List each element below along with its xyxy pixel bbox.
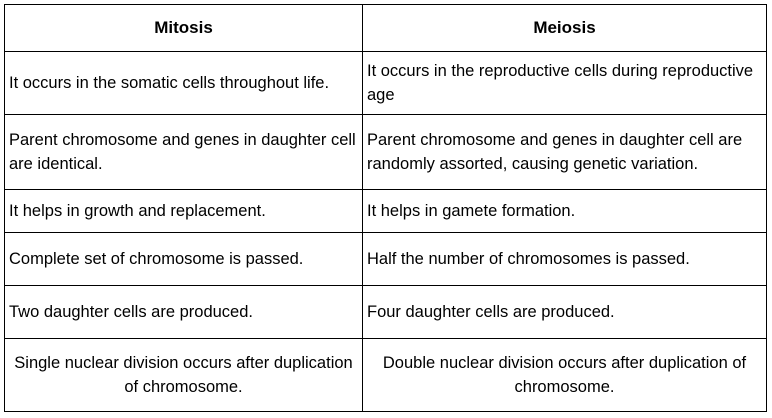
table-row: Complete set of chromosome is passed. Ha… <box>4 232 767 286</box>
header-meiosis: Meiosis <box>362 4 767 52</box>
meiosis-cell: It occurs in the reproductive cells duri… <box>362 51 767 115</box>
table-row: Parent chromosome and genes in daughter … <box>4 114 767 190</box>
meiosis-cell: It helps in gamete formation. <box>362 189 767 233</box>
table-row: Two daughter cells are produced. Four da… <box>4 285 767 339</box>
meiosis-cell: Half the number of chromosomes is passed… <box>362 232 767 286</box>
mitosis-cell: Parent chromosome and genes in daughter … <box>4 114 363 190</box>
header-mitosis: Mitosis <box>4 4 363 52</box>
mitosis-cell: Single nuclear division occurs after dup… <box>4 338 363 412</box>
table-row: Single nuclear division occurs after dup… <box>4 338 767 412</box>
meiosis-cell: Double nuclear division occurs after dup… <box>362 338 767 412</box>
mitosis-cell: It helps in growth and replacement. <box>4 189 363 233</box>
header-row: Mitosis Meiosis <box>4 4 767 52</box>
mitosis-cell: It occurs in the somatic cells throughou… <box>4 51 363 115</box>
mitosis-cell: Complete set of chromosome is passed. <box>4 232 363 286</box>
meiosis-cell: Parent chromosome and genes in daughter … <box>362 114 767 190</box>
table-row: It occurs in the somatic cells throughou… <box>4 51 767 115</box>
meiosis-cell: Four daughter cells are produced. <box>362 285 767 339</box>
mitosis-meiosis-comparison-table: Mitosis Meiosis It occurs in the somatic… <box>4 4 767 412</box>
mitosis-cell: Two daughter cells are produced. <box>4 285 363 339</box>
table-row: It helps in growth and replacement. It h… <box>4 189 767 233</box>
